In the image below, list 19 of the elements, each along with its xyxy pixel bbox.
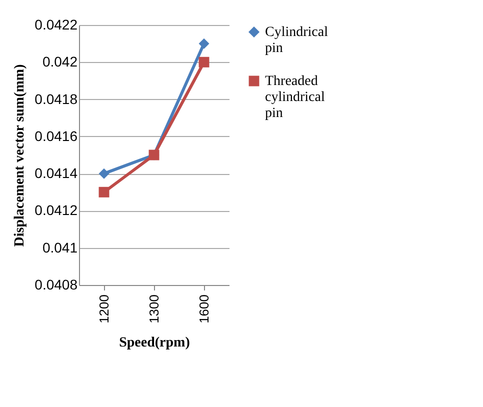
point — [98, 168, 110, 179]
point — [198, 56, 210, 68]
legend-label: Cylindrical pin — [265, 25, 328, 56]
y-tick-label: 0.0408 — [34, 276, 78, 292]
y-tick-label: 0.0418 — [34, 90, 78, 107]
legend-label: Threaded cylindrical pin — [265, 74, 325, 121]
x-tick-label: 1600 — [196, 294, 212, 324]
y-tick-label: 0.042 — [42, 54, 78, 70]
y-tick-label: 0.0412 — [34, 202, 78, 218]
y-tick-label: 0.0422 — [34, 16, 78, 32]
point — [98, 186, 110, 198]
y-axis-title: Displacement vector sum(mm) — [12, 64, 28, 247]
x-axis-title: Speed(rpm) — [119, 335, 190, 350]
x-tick-label: 1300 — [146, 294, 162, 324]
x-tick-label: 1200 — [96, 294, 112, 324]
y-tick-label: 0.0416 — [34, 128, 78, 144]
point — [198, 38, 210, 49]
y-tick-label: 0.041 — [42, 239, 78, 256]
y-tick-label: 0.0414 — [34, 165, 78, 182]
